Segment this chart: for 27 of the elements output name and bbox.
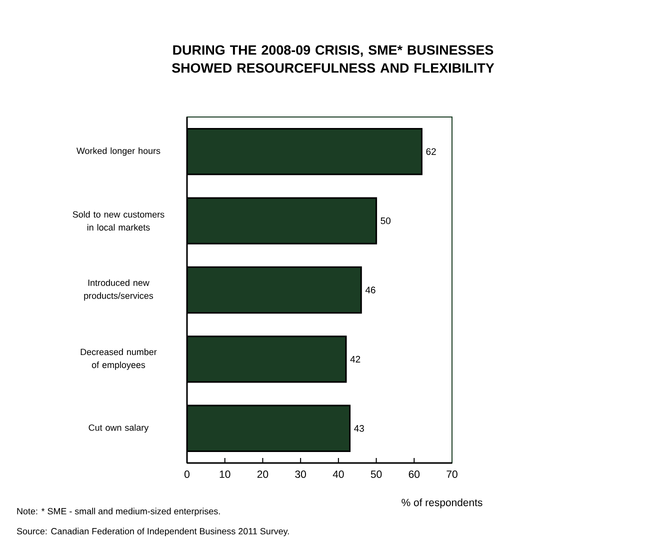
x-tick-label: 40 (332, 470, 344, 478)
x-tick-label: 70 (446, 470, 458, 478)
y-tick-label: Introduced new products/services (84, 279, 154, 301)
chart-title: DURING THE 2008-09 CRISIS, SME* BUSINESSES SHOWED RESOURCEFULNESS AND FLEXIBILITY (172, 45, 494, 73)
bar (187, 266, 362, 314)
bar (187, 336, 347, 383)
x-tick-label: 20 (257, 470, 268, 478)
source-note: Source: Canadian Federation of Independent Business 2011 Survey. (16, 528, 289, 536)
y-tick-label: Cut own salary (88, 424, 149, 433)
y-tick-label: Sold to new customers in local markets (72, 211, 164, 231)
data-label: 62 (426, 148, 436, 155)
x-tick-label: 50 (370, 470, 382, 478)
x-tick-label: 0 (184, 470, 190, 478)
text: Note: * SME - small and medium-sized enterprises. (17, 508, 220, 516)
data-label: 43 (354, 425, 364, 432)
data-label: 50 (380, 217, 391, 224)
x-tick-label: 60 (408, 470, 420, 478)
bar (187, 197, 378, 244)
data-label: 46 (365, 286, 376, 294)
bar (187, 404, 351, 452)
x-tick-label: 30 (295, 470, 306, 478)
bar (187, 128, 422, 176)
x-tick-label: 10 (220, 470, 230, 478)
x-axis-title: % of respondents (402, 498, 482, 508)
y-tick-label: Decreased number of employees (80, 348, 157, 370)
y-tick-label: Worked longer hours (76, 147, 160, 156)
data-label: 42 (350, 356, 360, 362)
